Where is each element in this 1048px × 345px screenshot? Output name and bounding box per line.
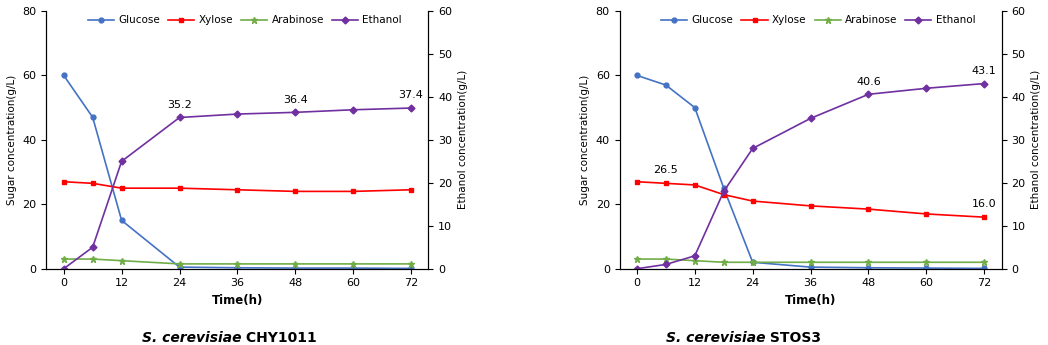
Xylose [863,207,875,211]
Xylose [920,212,933,216]
X-axis label: Time(h): Time(h) [212,294,263,307]
Arabinose [689,259,701,263]
Arabinose [718,260,730,264]
Text: S. cerevisiae: S. cerevisiae [665,331,765,345]
Y-axis label: Ethanol concentration(g/L): Ethanol concentration(g/L) [1031,70,1041,209]
Line: Arabinose: Arabinose [633,256,988,266]
Glucose [978,266,990,270]
Text: 16.0: 16.0 [971,199,997,209]
Xylose [746,199,759,203]
Text: 40.6: 40.6 [856,77,881,87]
Ethanol [920,86,933,90]
Ethanol [232,112,244,116]
Glucose [86,115,99,119]
Ethanol [718,189,730,194]
X-axis label: Time(h): Time(h) [785,294,836,307]
Glucose [863,266,875,270]
Ethanol [746,146,759,150]
Arabinose [115,259,128,263]
Ethanol [289,110,302,115]
Ethanol [58,267,70,271]
Arabinose [659,257,672,261]
Ethanol [659,262,672,266]
Arabinose [920,260,933,264]
Text: 26.5: 26.5 [654,165,678,175]
Arabinose [405,262,417,266]
Line: Ethanol: Ethanol [634,81,987,271]
Line: Glucose: Glucose [61,73,414,271]
Ethanol [115,159,128,164]
Ethanol [863,92,875,96]
Ethanol [978,81,990,86]
Arabinose [631,257,643,261]
Ethanol [804,116,816,120]
Glucose [405,266,417,270]
Ethanol [86,245,99,249]
Text: CHY1011: CHY1011 [241,331,316,345]
Arabinose [86,257,99,261]
Text: STOS3: STOS3 [765,331,821,345]
Xylose [631,180,643,184]
Arabinose [173,262,185,266]
Xylose [804,204,816,208]
Legend: Glucose, Xylose, Arabinose, Ethanol: Glucose, Xylose, Arabinose, Ethanol [84,11,407,29]
Legend: Glucose, Xylose, Arabinose, Ethanol: Glucose, Xylose, Arabinose, Ethanol [657,11,980,29]
Ethanol [405,106,417,110]
Glucose [689,106,701,110]
Arabinose [863,260,875,264]
Xylose [405,188,417,192]
Xylose [58,180,70,184]
Glucose [173,265,185,269]
Ethanol [173,116,185,120]
Arabinose [347,262,359,266]
Text: 36.4: 36.4 [283,95,308,105]
Xylose [659,181,672,185]
Xylose [289,189,302,194]
Xylose [115,186,128,190]
Arabinose [804,260,816,264]
Xylose [86,181,99,185]
Line: Ethanol: Ethanol [61,106,414,271]
Xylose [689,183,701,187]
Glucose [289,266,302,270]
Xylose [978,215,990,219]
Text: 43.1: 43.1 [971,66,997,76]
Xylose [232,188,244,192]
Text: 35.2: 35.2 [167,100,192,110]
Arabinose [232,262,244,266]
Glucose [746,260,759,264]
Glucose [804,265,816,269]
Ethanol [689,254,701,258]
Glucose [232,266,244,270]
Xylose [718,193,730,197]
Arabinose [978,260,990,264]
Glucose [659,83,672,87]
Glucose [718,186,730,190]
Y-axis label: Sugar concentration(g/L): Sugar concentration(g/L) [7,75,17,205]
Ethanol [631,267,643,271]
Glucose [631,73,643,78]
Xylose [347,189,359,194]
Line: Arabinose: Arabinose [60,256,415,267]
Text: S. cerevisiae: S. cerevisiae [141,331,241,345]
Line: Xylose: Xylose [61,179,414,194]
Glucose [115,218,128,223]
Arabinose [58,257,70,261]
Arabinose [746,260,759,264]
Glucose [920,266,933,270]
Line: Glucose: Glucose [634,73,987,271]
Glucose [347,266,359,270]
Y-axis label: Sugar concentration(g/L): Sugar concentration(g/L) [581,75,590,205]
Line: Xylose: Xylose [634,179,987,220]
Ethanol [347,108,359,112]
Glucose [58,73,70,78]
Arabinose [289,262,302,266]
Text: 37.4: 37.4 [398,90,423,100]
Y-axis label: Ethanol concentration(g/L): Ethanol concentration(g/L) [458,70,467,209]
Xylose [173,186,185,190]
